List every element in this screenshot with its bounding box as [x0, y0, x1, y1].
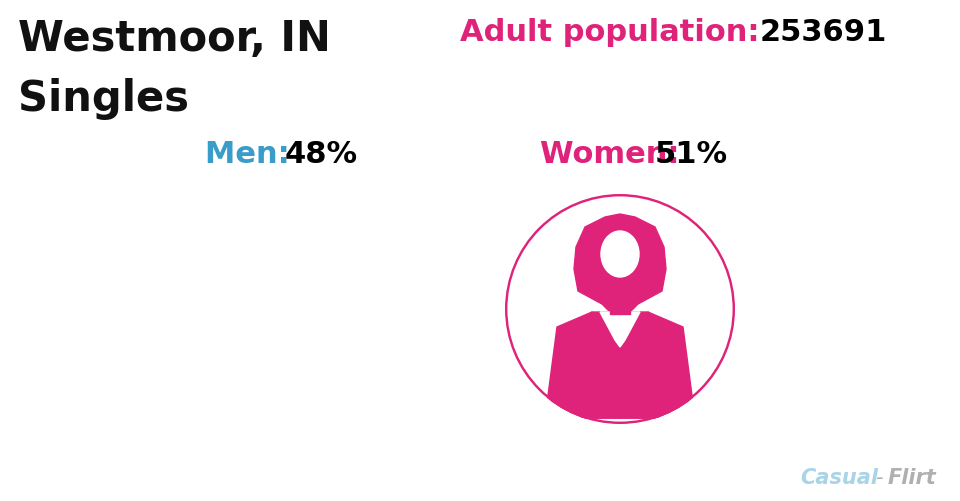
FancyBboxPatch shape: [256, 262, 265, 274]
Text: 48%: 48%: [285, 140, 358, 169]
Polygon shape: [272, 313, 308, 355]
Polygon shape: [574, 214, 666, 313]
Polygon shape: [280, 296, 300, 315]
Polygon shape: [238, 313, 268, 415]
Polygon shape: [312, 313, 342, 415]
Text: Singles: Singles: [18, 78, 189, 120]
Polygon shape: [545, 313, 695, 418]
Text: Casual: Casual: [800, 467, 878, 487]
Polygon shape: [250, 313, 330, 415]
Text: 253691: 253691: [760, 18, 887, 47]
Polygon shape: [250, 313, 288, 415]
Text: Westmoor, IN: Westmoor, IN: [18, 18, 331, 60]
Ellipse shape: [262, 235, 318, 300]
Text: Men:: Men:: [205, 140, 300, 169]
Polygon shape: [610, 288, 630, 314]
Ellipse shape: [601, 231, 639, 278]
FancyBboxPatch shape: [315, 262, 324, 274]
Text: Adult population:: Adult population:: [460, 18, 770, 47]
Text: 51%: 51%: [655, 140, 728, 169]
Text: Flirt: Flirt: [888, 467, 937, 487]
Text: Women:: Women:: [540, 140, 690, 169]
Polygon shape: [292, 313, 330, 415]
Polygon shape: [648, 313, 695, 418]
Polygon shape: [600, 313, 640, 347]
Polygon shape: [281, 317, 299, 382]
Polygon shape: [545, 313, 592, 418]
Text: -: -: [875, 467, 882, 487]
